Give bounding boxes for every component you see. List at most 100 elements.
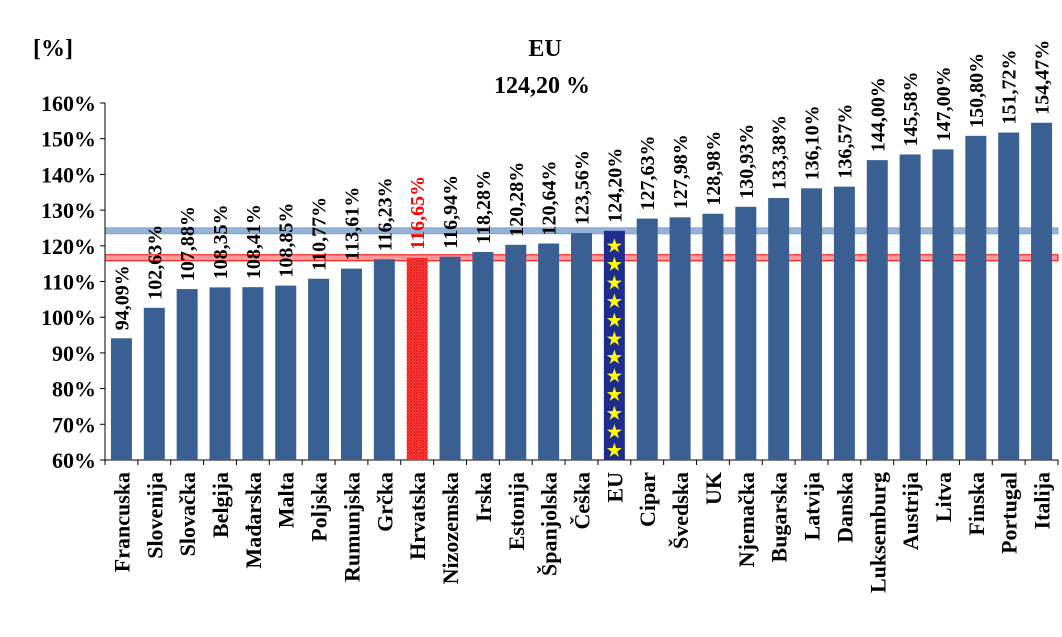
category-label-23: Luksemburg	[865, 472, 890, 593]
value-label-25: 147,00%	[933, 66, 955, 141]
y-tick-label: 160%	[41, 91, 96, 116]
value-label-0: 94,09%	[111, 265, 133, 330]
value-label-21: 136,10%	[802, 105, 824, 180]
category-label-19: Njemačka	[734, 472, 759, 567]
y-tick-label: 120%	[41, 234, 96, 259]
eu-annotation-value: 124,20 %	[494, 73, 590, 99]
value-label-14: 123,56%	[572, 150, 594, 225]
bar-20	[768, 198, 790, 461]
value-label-8: 116,23%	[374, 177, 396, 251]
value-label-4: 108,41%	[243, 204, 265, 279]
bar-17	[669, 217, 691, 460]
category-label-26: Finska	[964, 472, 989, 536]
bar-8	[373, 259, 395, 460]
value-label-19: 130,93%	[736, 124, 758, 199]
bar-16	[636, 218, 658, 460]
category-label-7: Rumunjska	[339, 472, 364, 582]
bar-13	[538, 243, 560, 460]
bar-19	[735, 206, 757, 460]
value-label-20: 133,38%	[769, 115, 791, 190]
category-label-9: Hrvatska	[405, 472, 430, 560]
eu-annotation-label: EU	[528, 36, 561, 62]
eu-star-icon: ★	[607, 292, 623, 311]
bar-6	[308, 278, 330, 460]
value-label-13: 120,64%	[539, 161, 561, 236]
bar-12	[505, 244, 527, 460]
eu-star-icon: ★	[607, 311, 623, 330]
category-label-20: Bugarska	[767, 472, 792, 562]
value-label-7: 113,61%	[341, 187, 363, 261]
category-label-16: Cipar	[635, 472, 660, 527]
category-label-8: Grčka	[372, 472, 397, 532]
bar-26	[965, 135, 987, 460]
bar-2	[176, 289, 198, 460]
value-label-27: 151,72%	[999, 50, 1021, 125]
bar-18	[702, 213, 724, 460]
y-tick-label: 90%	[52, 341, 96, 366]
bar-4	[242, 287, 264, 460]
category-label-27: Portugal	[997, 472, 1022, 554]
eu-star-icon: ★	[607, 236, 623, 255]
bar-1	[143, 307, 165, 460]
eu-star-icon: ★	[607, 255, 623, 274]
value-label-10: 116,94%	[440, 175, 462, 249]
eu-star-icon: ★	[607, 348, 623, 367]
value-label-28: 154,47%	[1032, 40, 1054, 115]
value-label-22: 136,57%	[834, 104, 856, 179]
category-label-24: Austrija	[898, 472, 923, 550]
eu-star-icon: ★	[607, 404, 623, 423]
category-label-17: Švedska	[668, 472, 693, 549]
bar-10	[439, 256, 461, 460]
bar-14	[571, 233, 592, 460]
y-tick-label: 60%	[52, 448, 96, 473]
value-label-23: 144,00%	[867, 77, 889, 152]
value-label-11: 118,28%	[473, 170, 495, 244]
category-label-0: Francuska	[109, 472, 134, 572]
eu-star-icon: ★	[607, 329, 623, 348]
y-tick-label: 80%	[52, 377, 96, 402]
category-label-12: Estonija	[504, 472, 529, 550]
value-label-24: 145,58%	[900, 71, 922, 146]
value-label-5: 108,85%	[276, 203, 298, 278]
category-label-28: Italija	[1030, 472, 1055, 529]
bar-9	[406, 257, 428, 460]
y-tick-label: 100%	[41, 305, 96, 330]
category-label-21: Latvija	[800, 472, 825, 540]
bar-11	[472, 251, 494, 460]
eu-star-icon: ★	[607, 422, 623, 441]
y-tick-label: 130%	[41, 198, 96, 223]
category-label-15: EU	[602, 472, 627, 503]
category-label-5: Malta	[274, 472, 299, 528]
bar-7	[340, 268, 362, 460]
bar-21	[801, 188, 823, 460]
y-tick-label: 140%	[41, 162, 96, 187]
bar-0	[110, 338, 132, 460]
y-tick-label: 150%	[41, 127, 96, 152]
bar-5	[275, 285, 297, 460]
value-label-12: 120,28%	[506, 162, 528, 237]
category-label-22: Danska	[832, 472, 857, 543]
category-label-11: Irska	[471, 472, 496, 522]
category-label-13: Španjolska	[537, 472, 562, 576]
bar-27	[998, 132, 1020, 460]
y-tick-label: 110%	[42, 270, 96, 295]
eu-star-icon: ★	[607, 367, 623, 386]
bar-28	[1031, 122, 1053, 461]
category-label-25: Litva	[931, 472, 956, 522]
value-label-18: 128,98%	[703, 131, 725, 206]
value-label-6: 110,77%	[309, 197, 331, 271]
category-label-18: UK	[701, 472, 726, 505]
category-label-14: Češka	[570, 472, 595, 529]
bar-15	[603, 230, 625, 460]
eu-star-icon: ★	[607, 274, 623, 293]
category-label-6: Poljska	[307, 472, 332, 542]
unit-label: [%]	[33, 36, 73, 62]
eu-star-icon: ★	[607, 441, 623, 460]
bar-25	[932, 149, 954, 460]
bar-22	[833, 186, 855, 461]
value-label-2: 107,88%	[177, 206, 199, 281]
category-label-10: Nizozemska	[438, 472, 463, 584]
value-label-9: 116,65%	[407, 176, 429, 250]
category-label-3: Belgija	[208, 472, 233, 538]
